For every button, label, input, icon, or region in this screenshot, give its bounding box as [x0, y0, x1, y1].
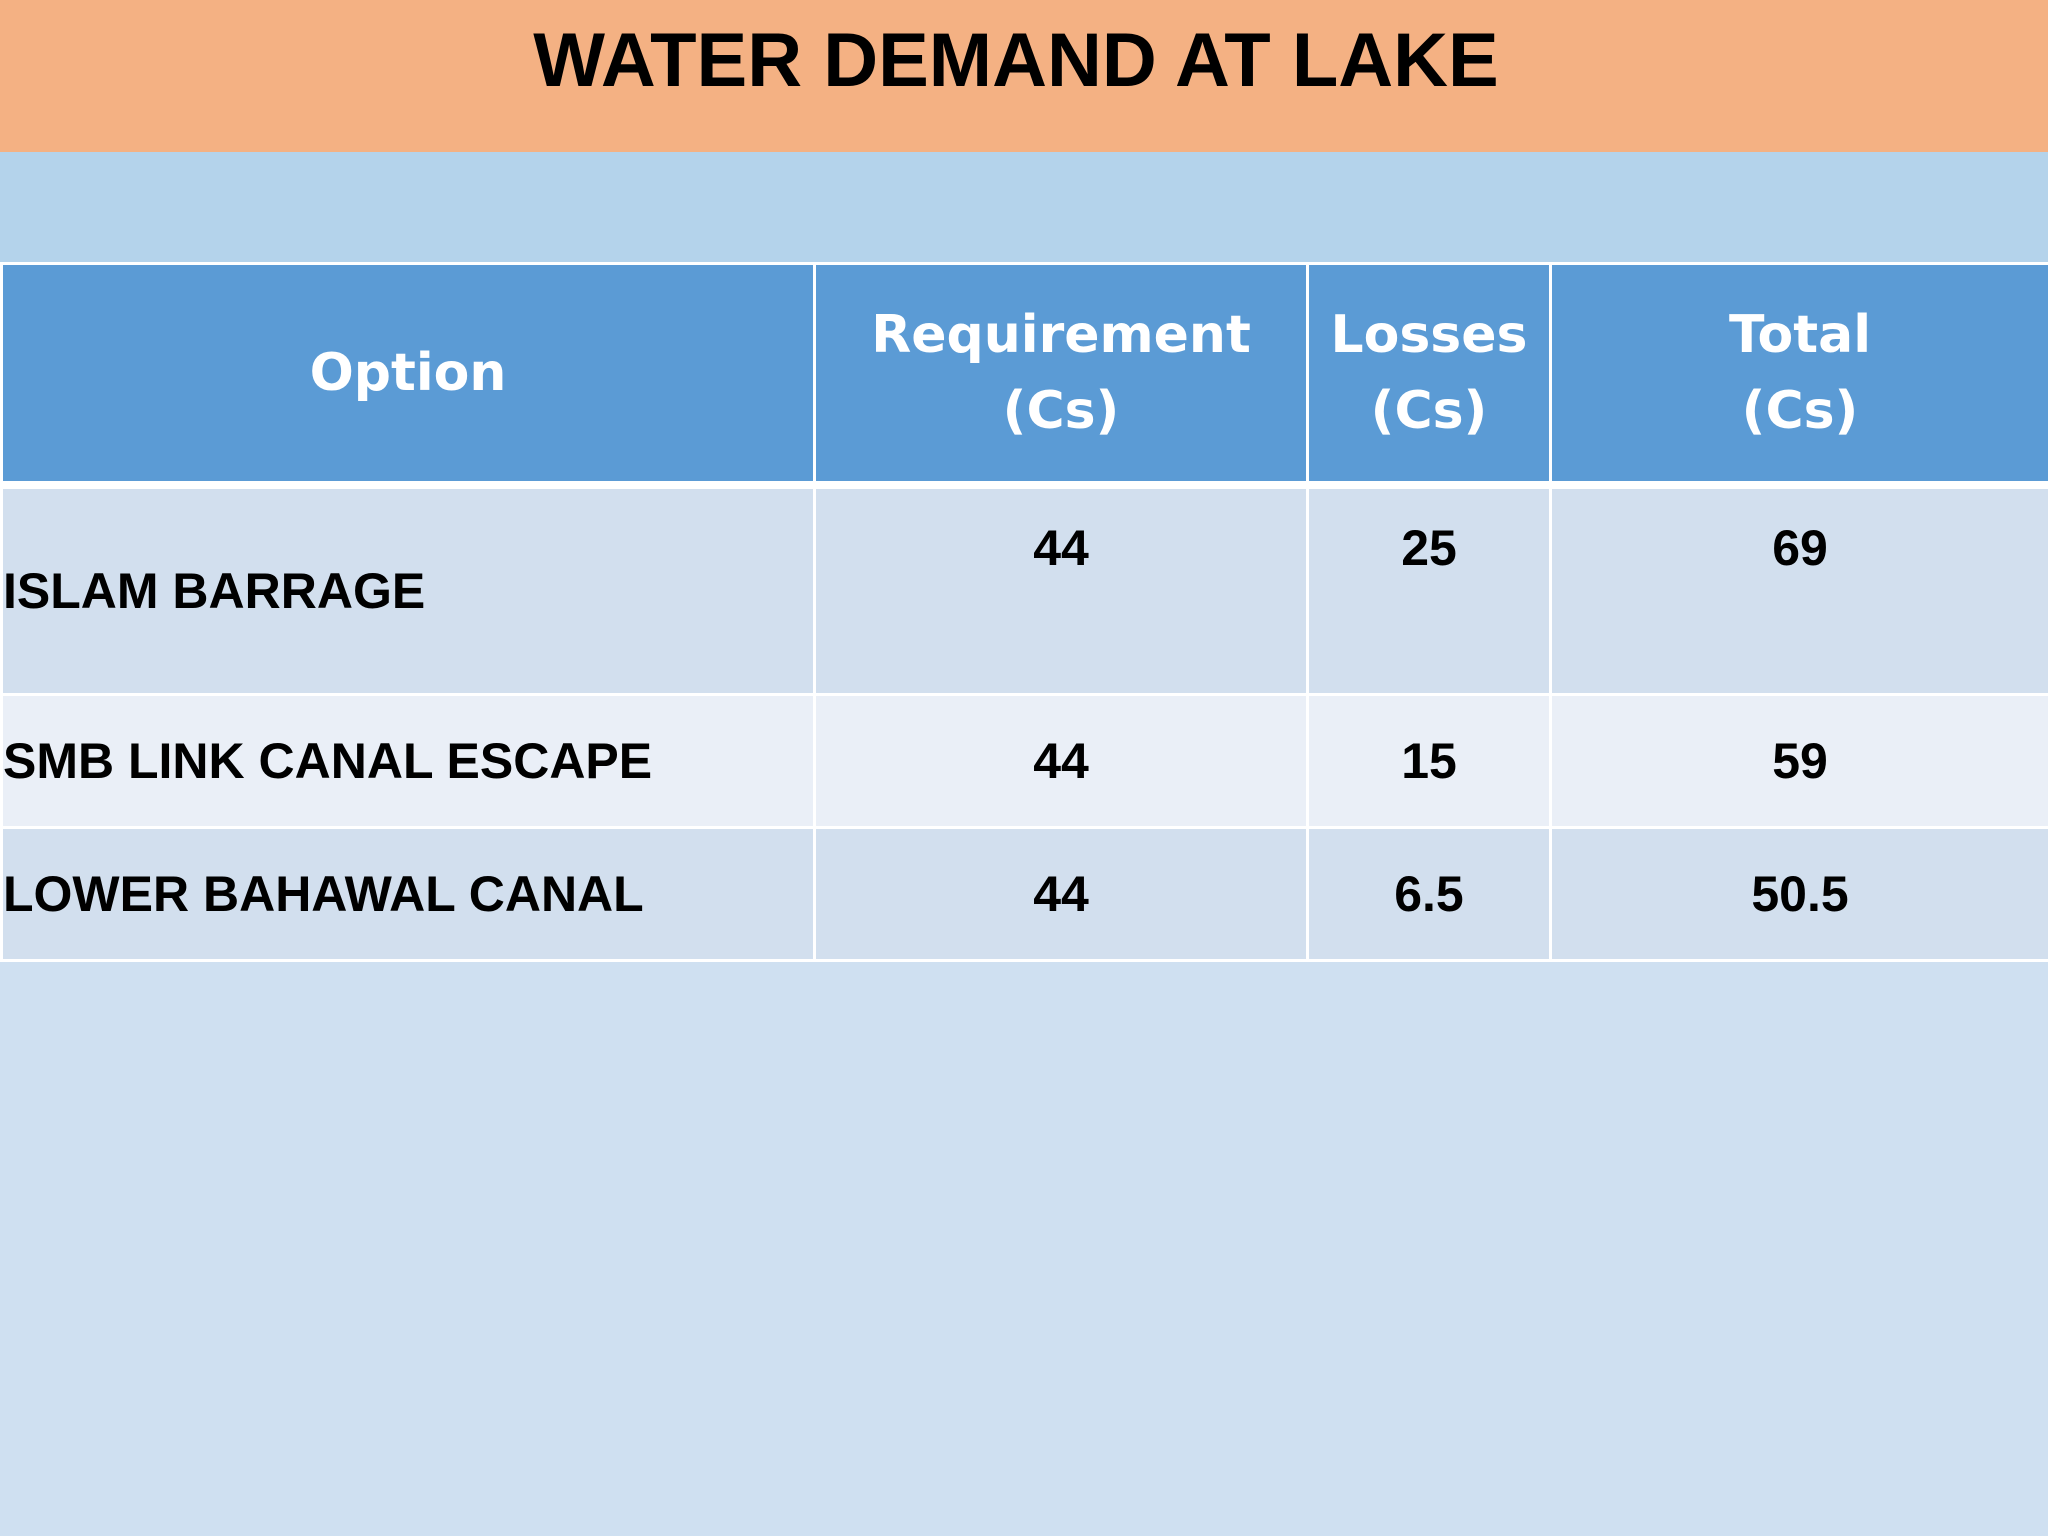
header-total-unit: (Cs)	[1741, 381, 1859, 441]
table-row: ISLAM BARRAGE 44 25 69	[0, 483, 2048, 696]
table-row: SMB LINK CANAL ESCAPE 44 15 59	[0, 693, 2048, 829]
header-option-label: Option	[309, 343, 507, 403]
cell-option: LOWER BAHAWAL CANAL	[0, 826, 816, 962]
header-losses-unit: (Cs)	[1370, 381, 1488, 441]
cell-option: ISLAM BARRAGE	[0, 483, 816, 696]
header-band	[0, 152, 2048, 262]
header-total: Total (Cs)	[1549, 262, 2048, 487]
header-requirement: Requirement (Cs)	[813, 262, 1309, 487]
title-bar: WATER DEMAND AT LAKE	[0, 0, 2048, 152]
cell-option: SMB LINK CANAL ESCAPE	[0, 693, 816, 829]
cell-losses: 25	[1306, 483, 1552, 696]
slide-title: WATER DEMAND AT LAKE	[533, 17, 1499, 103]
header-requirement-unit: (Cs)	[1002, 381, 1120, 441]
cell-requirement: 44	[813, 826, 1309, 962]
header-requirement-label: Requirement	[871, 305, 1251, 365]
header-losses: Losses (Cs)	[1306, 262, 1552, 487]
cell-total: 59	[1549, 693, 2048, 829]
table-header-row: Option Requirement (Cs) Losses (Cs) Tota…	[0, 262, 2048, 487]
table-row: LOWER BAHAWAL CANAL 44 6.5 50.5	[0, 826, 2048, 962]
header-losses-label: Losses	[1330, 305, 1528, 365]
water-demand-table: Option Requirement (Cs) Losses (Cs) Tota…	[0, 262, 2048, 962]
header-option: Option	[0, 262, 816, 487]
cell-total: 50.5	[1549, 826, 2048, 962]
cell-losses: 15	[1306, 693, 1552, 829]
cell-requirement: 44	[813, 693, 1309, 829]
cell-requirement: 44	[813, 483, 1309, 696]
cell-losses: 6.5	[1306, 826, 1552, 962]
header-total-label: Total	[1728, 305, 1872, 365]
cell-total: 69	[1549, 483, 2048, 696]
